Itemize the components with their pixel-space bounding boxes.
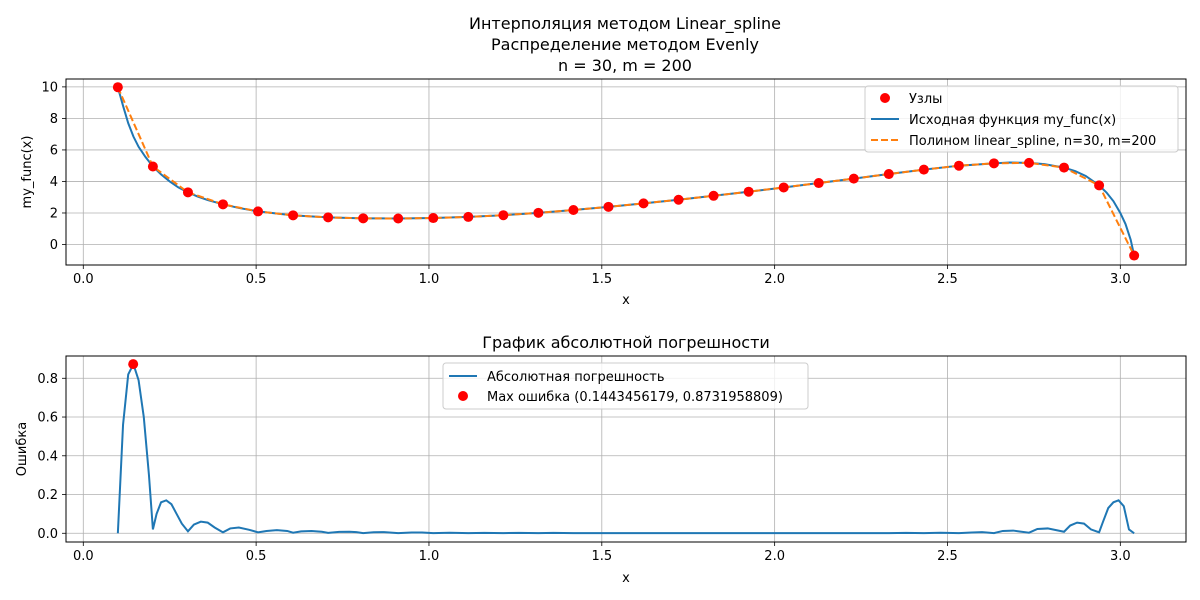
bottom-x-tick-label: 2.0 (764, 549, 785, 564)
top-legend: Узлы Исходная функция my_func(x) Полином… (864, 85, 1179, 153)
legend-label-error: Абсолютная погрешность (487, 370, 665, 385)
top-y-tick-label: 10 (41, 80, 58, 95)
error-chart: График абсолютной погрешности 0.0 0.5 1.0 1… (15, 333, 1187, 586)
legend-label-nodes: Узлы (909, 92, 942, 107)
node-point (358, 213, 369, 224)
node-point (743, 186, 754, 197)
node-point (638, 198, 649, 209)
node-point (603, 201, 614, 212)
node-point (988, 158, 999, 169)
node-point (813, 178, 824, 189)
bottom-legend: Абсолютная погрешность Max ошибка (0.144… (442, 362, 809, 410)
node-point (253, 206, 264, 217)
bottom-x-axis-label: x (622, 571, 630, 586)
node-point (463, 211, 474, 222)
node-point (498, 210, 509, 221)
error-chart-title: График абсолютной погрешности (482, 333, 770, 352)
node-point (1059, 162, 1070, 173)
node-point (323, 212, 334, 223)
node-point (393, 213, 404, 224)
bottom-x-tick-label: 0.0 (73, 549, 94, 564)
legend-marker-max-error (458, 391, 468, 401)
node-point (428, 213, 439, 224)
node-point (708, 190, 719, 201)
bottom-legend-box (442, 362, 809, 410)
top-x-tick-label: 2.0 (764, 272, 785, 287)
chart-title-line-2: Распределение методом Evenly (491, 35, 759, 54)
chart-title-line-1: Интерполяция методом Linear_spline (469, 14, 781, 34)
top-x-tick-label: 1.5 (591, 272, 612, 287)
top-y-axis-label: my_func(x) (20, 136, 35, 209)
bottom-ticks: 0.0 0.5 1.0 1.5 2.0 2.5 3.0 0.0 0.2 0.4 0.6 0.8 (37, 372, 1130, 564)
bottom-y-tick-label: 0.2 (37, 488, 58, 503)
bottom-y-tick-label: 0.0 (37, 527, 58, 542)
bottom-y-tick-label: 0.6 (37, 411, 58, 426)
node-point (883, 169, 894, 180)
top-x-axis-label: x (622, 293, 630, 308)
node-point (182, 187, 193, 198)
legend-marker-nodes (880, 93, 890, 103)
top-plot-area (112, 82, 1140, 261)
bottom-x-tick-label: 1.5 (591, 549, 612, 564)
node-point (848, 173, 859, 184)
top-gridlines (66, 79, 1186, 265)
node-point (673, 194, 684, 205)
chart-title-line-3: n = 30, m = 200 (558, 56, 692, 75)
bottom-y-tick-label: 0.4 (37, 449, 58, 464)
node-point (918, 164, 929, 175)
top-y-tick-label: 8 (50, 112, 58, 127)
top-legend-box (864, 85, 1179, 153)
node-point (1024, 157, 1035, 168)
interpolation-chart: Интерполяция методом Linear_spline Распр… (20, 14, 1187, 308)
node-point (288, 210, 299, 221)
polynomial-line (116, 86, 1136, 256)
top-x-tick-label: 3.0 (1110, 272, 1131, 287)
top-y-tick-label: 6 (50, 143, 58, 158)
node-point (778, 182, 789, 193)
top-x-tick-label: 2.5 (937, 272, 958, 287)
node-point (533, 207, 544, 218)
legend-label-polynomial: Полином linear_spline, n=30, m=200 (909, 134, 1156, 149)
bottom-x-tick-label: 1.0 (419, 549, 440, 564)
bottom-y-tick-label: 0.8 (37, 372, 58, 387)
top-x-tick-label: 0.0 (73, 272, 94, 287)
node-point (112, 82, 123, 93)
node-point (147, 161, 158, 172)
top-y-tick-label: 4 (50, 175, 58, 190)
top-y-tick-label: 0 (50, 238, 58, 253)
top-x-tick-label: 1.0 (419, 272, 440, 287)
absolute-error-line (116, 361, 1135, 535)
bottom-x-tick-label: 2.5 (937, 549, 958, 564)
bottom-x-tick-label: 0.5 (246, 549, 267, 564)
max-error-point (128, 359, 139, 370)
node-point (953, 160, 964, 171)
node-point (1094, 180, 1105, 191)
node-point (1129, 250, 1140, 261)
top-ticks: 0.0 0.5 1.0 1.5 2.0 2.5 3.0 0 2 4 6 8 10 (41, 80, 1130, 287)
bottom-y-axis-label: Ошибка (15, 422, 30, 476)
top-y-tick-label: 2 (50, 206, 58, 221)
node-point (217, 199, 228, 210)
legend-label-original: Исходная функция my_func(x) (909, 113, 1116, 128)
bottom-x-tick-label: 3.0 (1110, 549, 1131, 564)
bottom-axes-frame (65, 355, 1187, 543)
bottom-plot-area (116, 359, 1135, 535)
top-x-tick-label: 0.5 (246, 272, 267, 287)
node-point (568, 204, 579, 215)
top-axes-frame (65, 78, 1187, 266)
legend-label-max-error: Max ошибка (0.1443456179, 0.8731958809) (487, 390, 783, 405)
